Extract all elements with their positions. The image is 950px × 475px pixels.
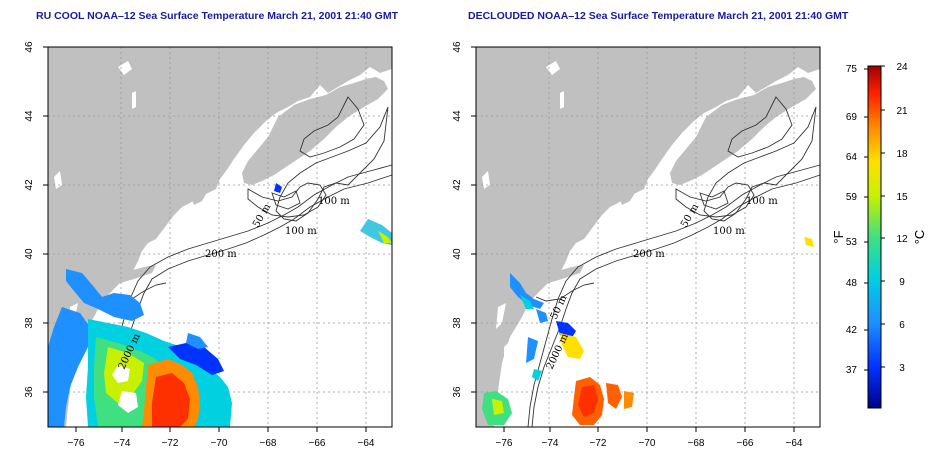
- left-lat-tick-44: 44: [24, 110, 35, 122]
- right-lat-tick-46: 46: [452, 41, 463, 53]
- right-lon-tick-66: −66: [737, 438, 754, 449]
- left-lon-tick-76: −76: [68, 438, 85, 449]
- right-contour-label-100m-b: 100 m: [713, 226, 745, 237]
- left-contour-label-100m-b: 100 m: [285, 226, 317, 237]
- left-lat-tick-38: 38: [24, 317, 35, 329]
- right-lat-tick-40: 40: [452, 248, 463, 260]
- colorbar-f-tick-48: 48: [846, 278, 858, 289]
- left-lat-tick-40: 40: [24, 248, 35, 260]
- right-sst-field: [482, 237, 814, 425]
- left-contour-label-100m-a: 100 m: [318, 196, 350, 207]
- colorbar-c-tick-21: 21: [896, 106, 908, 117]
- colorbar-c-tick-24: 24: [896, 62, 908, 73]
- colorbar-c-tick-18: 18: [896, 149, 908, 160]
- left-lon-tick-66: −66: [309, 438, 326, 449]
- left-lat-tick-46: 46: [24, 41, 35, 53]
- right-map-frame: [475, 46, 821, 428]
- colorbar-f-tick-42: 42: [846, 325, 858, 336]
- right-lon-tick-70: −70: [639, 438, 656, 449]
- right-map-title: DECLOUDED NOAA–12 Sea Surface Temperatur…: [468, 10, 849, 22]
- colorbar-f-tick-69: 69: [846, 112, 858, 123]
- right-lat-tick-44: 44: [452, 110, 463, 122]
- right-lon-axis: −76 −74 −72 −70 −68 −66 −64: [496, 427, 803, 449]
- left-lon-tick-68: −68: [260, 438, 277, 449]
- colorbar-c-tick-3: 3: [899, 363, 905, 374]
- left-map-title: RU COOL NOAA–12 Sea Surface Temperature …: [36, 10, 399, 22]
- right-map-area: [475, 46, 821, 428]
- left-lon-tick-64: −64: [358, 438, 375, 449]
- colorbar-f-tick-75: 75: [846, 64, 858, 75]
- right-lon-tick-74: −74: [542, 438, 559, 449]
- left-lat-tick-36: 36: [24, 386, 35, 398]
- left-map-area: [47, 46, 393, 428]
- left-lon-tick-70: −70: [211, 438, 228, 449]
- colorbar-f-tick-37: 37: [846, 365, 858, 376]
- left-map-frame: [47, 46, 393, 428]
- colorbar-c-tick-6: 6: [899, 320, 905, 331]
- colorbar-f-tick-64: 64: [846, 152, 858, 163]
- left-contour-label-200m: 200 m: [205, 249, 237, 260]
- right-lat-tick-42: 42: [452, 179, 463, 191]
- left-lat-axis: 36 38 40 42 44 46: [24, 41, 48, 398]
- right-lat-tick-38: 38: [452, 317, 463, 329]
- left-lat-tick-42: 42: [24, 179, 35, 191]
- colorbar-celsius-unit: °C: [912, 230, 927, 245]
- right-lon-tick-76: −76: [496, 438, 513, 449]
- right-lon-tick-72: −72: [590, 438, 607, 449]
- right-contour-label-200m: 200 m: [633, 249, 665, 260]
- left-sst-field: [48, 183, 392, 427]
- colorbar: 75 69 64 59 53 48 42 37 24 21 18 15 12 9…: [831, 62, 927, 409]
- right-lat-axis: 36 38 40 42 44 46: [452, 41, 476, 398]
- colorbar-c-tick-9: 9: [899, 277, 905, 288]
- colorbar-f-tick-59: 59: [846, 192, 858, 203]
- colorbar-c-tick-12: 12: [896, 234, 908, 245]
- colorbar-fahrenheit-unit: °F: [831, 230, 846, 243]
- left-lon-tick-74: −74: [114, 438, 131, 449]
- colorbar-gradient: [867, 65, 882, 409]
- left-lon-axis: −76 −74 −72 −70 −68 −66 −64: [68, 427, 375, 449]
- colorbar-f-tick-53: 53: [846, 237, 858, 248]
- right-lon-tick-68: −68: [688, 438, 705, 449]
- right-lat-tick-36: 36: [452, 386, 463, 398]
- left-map-panel: 100 m 100 m 50 m 200 m 2000 m −76 −74 −7…: [24, 41, 393, 449]
- colorbar-c-tick-15: 15: [896, 192, 908, 203]
- left-lon-tick-72: −72: [162, 438, 179, 449]
- right-map-panel: 100 m 100 m 50 m 200 m 2000 m 50 m −76 −…: [452, 41, 821, 449]
- right-lon-tick-64: −64: [786, 438, 803, 449]
- right-contour-label-100m-a: 100 m: [746, 196, 778, 207]
